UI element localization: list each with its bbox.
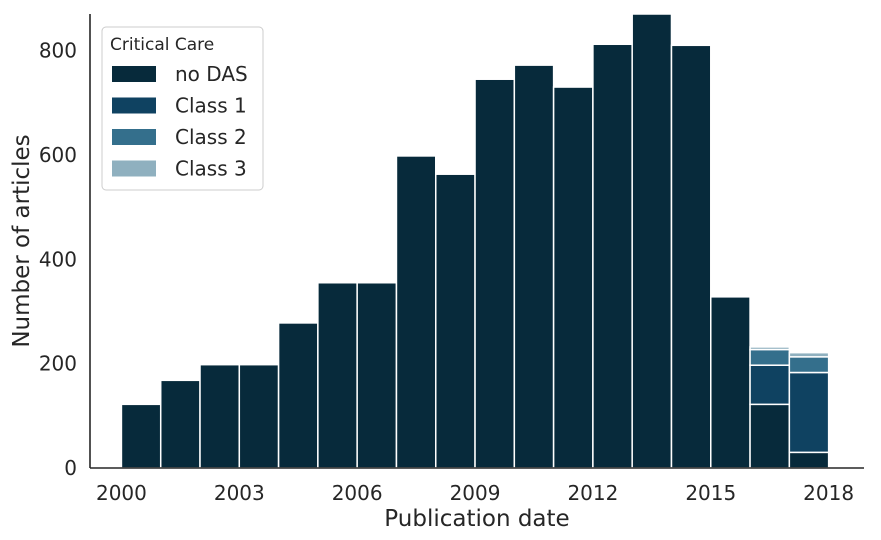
bar-no-das-2001 xyxy=(159,379,201,469)
bar-no-das-2013 xyxy=(631,13,673,469)
bar-no-das-2011 xyxy=(552,86,594,469)
bar-no-das-2002 xyxy=(199,363,241,469)
bar-class-1-2017 xyxy=(788,371,830,454)
x-tick-label: 2009 xyxy=(450,481,501,505)
bar-no-das-2014 xyxy=(670,44,712,469)
x-tick-label: 2003 xyxy=(214,481,265,505)
legend-label: no DAS xyxy=(175,62,248,86)
bar-no-das-2006 xyxy=(356,281,398,469)
bar-class-2-2017 xyxy=(788,356,830,374)
y-axis-title: Number of articles xyxy=(9,134,35,347)
bar-no-das-2015 xyxy=(710,296,751,469)
legend-title: Critical Care xyxy=(110,35,214,55)
x-tick-label: 2006 xyxy=(332,481,383,505)
bar-no-das-2004 xyxy=(277,322,319,469)
x-axis-ticks: 2000 2003 2006 2009 2012 2015 2018 xyxy=(96,481,854,505)
bar-no-das-2016 xyxy=(749,403,791,469)
bar-no-das-2017 xyxy=(788,451,830,469)
bar-no-das-2010 xyxy=(513,64,555,469)
legend-items: no DAS Class 1 Class 2 Class 3 xyxy=(112,62,248,181)
legend-label: Class 1 xyxy=(175,94,247,118)
y-tick-label: 600 xyxy=(39,143,77,167)
legend-swatch xyxy=(112,66,156,82)
bar-no-das-2003 xyxy=(238,363,280,469)
bar-class-1-2016 xyxy=(749,364,791,406)
x-tick-label: 2018 xyxy=(803,481,854,505)
y-tick-label: 200 xyxy=(39,352,77,376)
bar-no-das-2005 xyxy=(317,281,358,469)
legend-label: Class 3 xyxy=(175,157,247,181)
legend-swatch xyxy=(112,97,156,114)
bar-no-das-2012 xyxy=(592,43,633,469)
x-tick-label: 2015 xyxy=(685,481,736,505)
bar-class-3-2017 xyxy=(788,351,830,358)
bar-class-2-2016 xyxy=(749,348,791,366)
bar-no-das-2007 xyxy=(395,155,437,469)
y-tick-label: 0 xyxy=(64,456,77,480)
legend: Critical Care no DAS Class 1 Class 2 Class … xyxy=(101,26,264,191)
bar-class-3-2016 xyxy=(749,346,791,351)
y-axis-ticks: 0 200 400 600 800 xyxy=(39,39,77,480)
x-tick-label: 2012 xyxy=(567,481,618,505)
y-tick-label: 800 xyxy=(39,39,77,63)
y-tick-label: 400 xyxy=(39,247,77,271)
legend-swatch xyxy=(112,129,156,145)
bar-no-das-2009 xyxy=(474,78,516,469)
x-axis-title: Publication date xyxy=(384,506,569,532)
bar-no-das-2000 xyxy=(120,403,162,469)
legend-label: Class 2 xyxy=(175,125,247,149)
bar-no-das-2008 xyxy=(434,173,476,469)
bars-group xyxy=(120,13,830,469)
x-tick-label: 2000 xyxy=(96,481,147,505)
legend-swatch xyxy=(112,160,156,177)
